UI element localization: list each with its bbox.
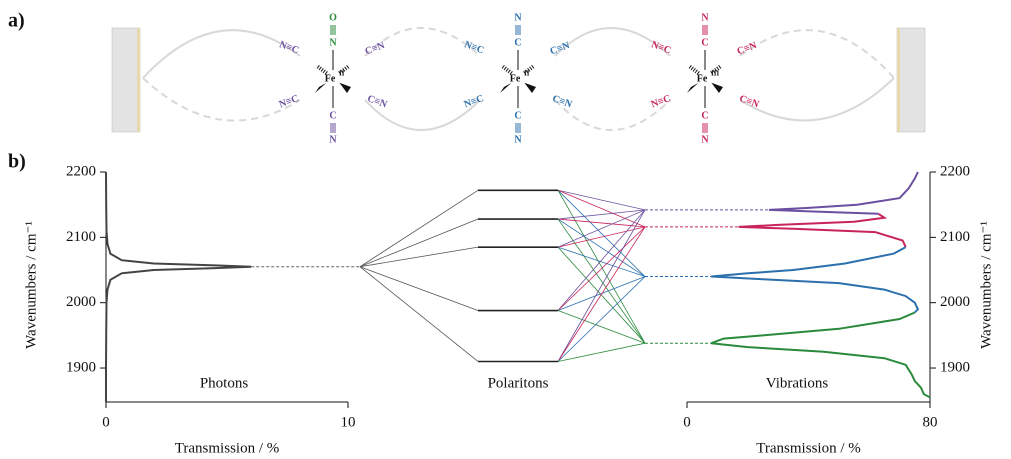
x-tick-label: 0 [683,414,691,430]
ligand: N≡C [278,39,301,56]
metal: Fe [697,73,708,84]
atom: N [514,12,522,23]
wedge-bond [711,83,723,93]
hash-bond [502,66,512,73]
vibration-coupling [558,210,645,247]
ligand: N≡C [278,93,301,110]
ligand: N≡C [650,39,673,56]
wedge-bond [339,83,351,93]
metal: Fe [510,73,521,84]
x-tick-label: 80 [923,414,938,430]
hash-bond [689,66,699,73]
atom: N [514,134,522,145]
photon-coupling [360,267,478,311]
ligand: C≡N [366,93,389,110]
ligand: C≡N [738,93,761,110]
photon-coupling [360,219,478,267]
atom: N [329,134,337,145]
x-tick-label: 0 [102,414,110,430]
y-tick-label: 2000 [66,294,96,310]
vibration-coupling [558,219,645,343]
y-tick-label: 1900 [66,359,96,375]
panel-label: b) [8,151,26,173]
y2-tick-label: 2200 [940,163,970,179]
ligand: C≡N [551,93,574,110]
y-tick-label: 2100 [66,229,96,245]
vibration-coupling [558,219,645,227]
atom: N [701,12,709,23]
atom: C [514,110,521,121]
y2-tick-label: 2000 [940,294,970,310]
ligand: C≡N [736,40,759,57]
spectrum [769,172,918,214]
vibration-coupling [558,227,645,311]
x-tick-label: 10 [341,414,356,430]
wedge-bond [687,83,699,93]
y-axis-label: Wavenumbers / cm⁻¹ [23,221,39,349]
plot: 1900 1900 2000 2000 2100 2100 2200 2200 Wavenumb… [23,163,994,456]
wedge-bond [315,83,327,93]
vibration-coupling [558,227,645,362]
vibration-coupling [558,190,645,227]
wedge-bond [500,83,512,93]
vibration-coupling [558,210,645,219]
spectrum [106,172,251,402]
ligand: N≡C [463,39,486,56]
figure: a) b) FeIINOCNN≡CC≡NN≡CC≡NFeIICNCNN≡CC≡N… [0,0,1011,459]
vibration-coupling [558,343,645,361]
atom: C [701,110,708,121]
vibration-coupling [558,210,645,362]
x-axis-label: Transmission / % [756,440,860,456]
photon-coupling [360,267,478,362]
section-label: Photons [200,375,249,391]
section-label: Vibrations [766,375,829,391]
atom: O [329,12,337,23]
x-axis-label: Transmission / % [175,440,279,456]
atom: C [701,37,708,48]
y2-axis-label: Wavenumbers / cm⁻¹ [978,221,994,349]
hash-bond [317,66,327,73]
wedge-bond [524,83,536,93]
vibration-coupling [558,190,645,343]
panel-label: a) [8,10,25,32]
section-label: Polaritons [488,375,549,391]
y2-tick-label: 2100 [940,229,970,245]
photon-coupling [360,247,478,267]
y2-tick-label: 1900 [940,359,970,375]
atom: C [514,37,521,48]
atom: C [329,110,336,121]
atom: N [329,37,337,48]
atom: N [701,134,709,145]
photon-coupling [360,190,478,266]
metal: Fe [325,73,336,84]
spectrum [739,214,906,247]
ligand: N≡C [463,93,486,110]
y-tick-label: 2200 [66,163,96,179]
vibration-coupling [558,277,645,362]
ligand: C≡N [549,40,572,57]
ligand: C≡N [364,40,387,57]
vibration-coupling [558,190,645,210]
spectrum [711,247,918,312]
